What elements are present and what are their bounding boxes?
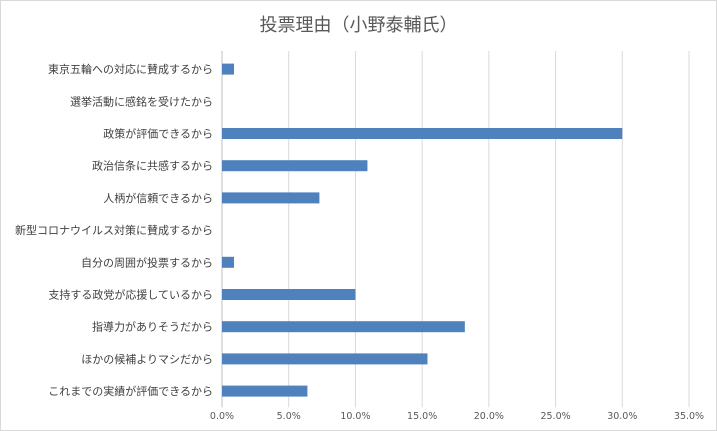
category-label: 東京五輪への対応に賛成するから [48, 62, 213, 76]
bars [222, 63, 623, 397]
bar [222, 385, 308, 397]
chart-title: 投票理由（小野泰輔氏） [259, 15, 458, 36]
category-label: 新型コロナウイルス対策に賛成するから [15, 223, 213, 237]
x-tick-label: 5.0% [277, 411, 301, 422]
x-tick-label: 25.0% [540, 411, 570, 422]
bar [222, 321, 465, 333]
category-label: 政治信条に共感するから [92, 159, 213, 173]
x-tick-label: 30.0% [607, 411, 637, 422]
bar [222, 353, 428, 365]
x-axis-tick-labels: 0.0% 5.0% 10.0% 15.0% 20.0% 25.0% 30.0% 35.0% [210, 411, 704, 422]
bar [222, 289, 356, 300]
bar [222, 63, 235, 75]
gridlines [221, 51, 690, 408]
category-label: ほかの候補よりマシだから [81, 352, 213, 366]
category-label: 選挙活動に感銘を受けたから [70, 94, 213, 108]
category-label: 人柄が信頼できるから [103, 191, 213, 205]
bar [222, 192, 320, 204]
category-label: 政策が評価できるから [103, 127, 213, 141]
category-labels: 東京五輪への対応に賛成するから選挙活動に感銘を受けたから政策が評価できるから政治… [15, 62, 213, 398]
x-tick-label: 35.0% [674, 411, 704, 422]
x-tick-label: 0.0% [210, 411, 234, 422]
category-label: 指導力がありそうだから [92, 320, 213, 334]
x-tick-label: 10.0% [340, 411, 370, 422]
bar [222, 160, 368, 172]
category-label: これまでの実績が評価できるから [48, 384, 213, 398]
category-label: 自分の周囲が投票するから [81, 255, 213, 269]
bar [222, 256, 235, 268]
category-label: 支持する政党が応援しているから [48, 288, 213, 302]
bar [222, 128, 623, 139]
x-tick-label: 15.0% [407, 411, 437, 422]
x-tick-label: 20.0% [474, 411, 504, 422]
